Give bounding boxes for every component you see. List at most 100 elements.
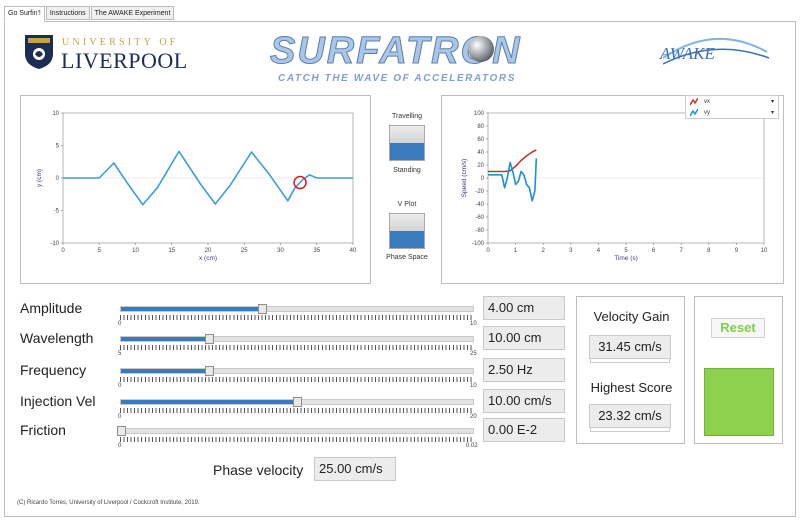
toggle-label-vplot: V Plot <box>397 201 417 208</box>
reset-panel: Reset <box>694 296 783 444</box>
y-tick-label: 80 <box>477 124 484 130</box>
y-tick-label: 5 <box>56 144 60 150</box>
x-tick-label: 9 <box>735 248 739 254</box>
friction-slider-ticks <box>120 437 474 442</box>
amplitude-max-label: 10 <box>470 321 477 327</box>
awake-logo-text: AWAKE <box>660 44 715 63</box>
box-shadow <box>590 359 670 363</box>
y-tick-label: -100 <box>472 241 485 247</box>
phase-velocity-label: Phase velocity <box>213 462 304 478</box>
toggle-top <box>390 214 424 231</box>
highest-score-text: 23.32 cm/s <box>598 408 662 423</box>
vplot-phasespace-toggle[interactable] <box>389 213 425 249</box>
amplitude-slider[interactable] <box>120 304 474 314</box>
tab-awake-experiment[interactable]: The AWAKE Experiment <box>90 6 175 20</box>
friction-min-label: 0 <box>118 443 122 449</box>
status-indicator <box>704 368 774 436</box>
frequency-max-label: 10 <box>470 383 477 389</box>
title-ball-icon <box>468 36 494 62</box>
wave-plot: 0 5 10 15 20 25 30 35 40 10 5 0 -5 -10 x (cm) y (cm) <box>36 111 357 262</box>
amplitude-slider-ticks <box>120 315 474 320</box>
toggle-label-travelling: Travelling <box>391 113 423 120</box>
velocity-gain-label: Velocity Gain <box>593 309 670 324</box>
x-tick-label: 5 <box>98 248 102 254</box>
amplitude-slider-fill <box>121 307 262 311</box>
wavelength-slider[interactable] <box>120 334 474 344</box>
series-line-vy <box>488 158 538 202</box>
velocity-gain-text: 31.45 cm/s <box>598 339 662 354</box>
tab-go-surfin[interactable]: Go Surfin'! <box>4 6 45 22</box>
injection-vel-max-label: 20 <box>470 414 477 420</box>
reset-button[interactable]: Reset <box>711 318 765 338</box>
university-shield-icon <box>25 35 53 69</box>
x-tick-label: 8 <box>707 248 711 254</box>
y-tick-label: -5 <box>54 209 60 215</box>
x-tick-label: 10 <box>132 248 139 254</box>
legend-item-vy[interactable]: vy ▾ <box>686 107 778 118</box>
frequency-slider-fill <box>121 369 209 373</box>
highest-score-value: 23.32 cm/s <box>589 404 671 432</box>
injection-vel-slider-ticks <box>120 408 474 413</box>
toggle-bottom <box>390 143 424 160</box>
y-tick-label: 0 <box>56 176 60 182</box>
frequency-label: Frequency <box>20 362 87 378</box>
university-name-bottom: LIVERPOOL <box>61 48 188 73</box>
toggle-bottom <box>390 231 424 248</box>
tab-instructions[interactable]: Instructions <box>45 6 90 20</box>
amplitude-min-label: 0 <box>118 321 122 327</box>
frequency-value-box: 2.50 Hz <box>483 358 565 382</box>
y-tick-label: 60 <box>477 137 484 143</box>
series-line-vx <box>488 149 537 173</box>
highest-score-label: Highest Score <box>590 380 673 395</box>
travelling-standing-toggle[interactable] <box>389 125 425 161</box>
y-tick-label: -10 <box>50 241 59 247</box>
wave-plot-panel: 0 5 10 15 20 25 30 35 40 10 5 0 -5 -10 x (cm) y (cm) <box>20 95 371 284</box>
injection-vel-value-box: 10.00 cm/s <box>483 389 565 413</box>
y-tick-label: -80 <box>475 228 484 234</box>
wavelength-slider-fill <box>121 337 209 341</box>
amplitude-slider-thumb[interactable] <box>257 304 267 314</box>
x-axis-label: x (cm) <box>199 255 217 262</box>
box-shadow <box>590 428 670 432</box>
toggle-top <box>390 126 424 143</box>
y-tick-label: -60 <box>475 215 484 221</box>
y-tick-label: 0 <box>481 176 485 182</box>
frequency-min-label: 0 <box>118 383 122 389</box>
wavelength-value-box: 10.00 cm <box>483 326 565 350</box>
amplitude-label: Amplitude <box>20 300 83 316</box>
series-line-0 <box>63 150 353 206</box>
phase-velocity-value: 25.00 cm/s <box>314 457 396 481</box>
wavelength-slider-thumb[interactable] <box>205 334 214 344</box>
x-tick-label: 40 <box>350 248 357 254</box>
chevron-down-icon[interactable]: ▾ <box>770 110 774 116</box>
vx-series-icon <box>690 97 698 105</box>
x-tick-label: 0 <box>61 248 65 254</box>
amplitude-value-box: 4.00 cm <box>483 296 565 320</box>
y-tick-label: -20 <box>475 189 484 195</box>
x-tick-label: 35 <box>313 248 320 254</box>
frequency-slider[interactable] <box>120 366 474 376</box>
chevron-down-icon[interactable]: ▾ <box>770 99 774 105</box>
injection-vel-slider-thumb[interactable] <box>293 397 302 407</box>
frequency-slider-thumb[interactable] <box>205 366 214 376</box>
x-tick-label: 25 <box>241 248 248 254</box>
x-tick-label: 3 <box>569 248 573 254</box>
injection-vel-slider[interactable] <box>120 397 474 407</box>
x-tick-label: 30 <box>277 248 284 254</box>
wavelength-min-label: 5 <box>118 351 122 357</box>
wavelength-max-label: 25 <box>470 351 477 357</box>
university-name-top: UNIVERSITY OF <box>62 37 179 48</box>
y-tick-label: 100 <box>474 111 485 117</box>
legend-item-vx[interactable]: vx ▾ <box>686 96 778 107</box>
y-tick-label: 20 <box>477 163 484 169</box>
legend-label-vy: vy <box>704 109 710 116</box>
wavelength-label: Wavelength <box>20 330 94 346</box>
friction-max-label: 0.02 <box>466 443 478 449</box>
app-subtitle: CATCH THE WAVE OF ACCELERATORS <box>278 73 516 84</box>
friction-slider-thumb[interactable] <box>117 426 126 436</box>
speed-plot-panel: 0 1 2 3 4 5 6 7 8 9 10 100 80 60 40 20 0 -20 -40 -60 -80 -100… <box>441 95 784 284</box>
friction-slider[interactable] <box>117 426 474 436</box>
x-tick-label: 4 <box>597 248 601 254</box>
x-tick-label: 1 <box>514 248 518 254</box>
x-tick-label: 15 <box>168 248 175 254</box>
